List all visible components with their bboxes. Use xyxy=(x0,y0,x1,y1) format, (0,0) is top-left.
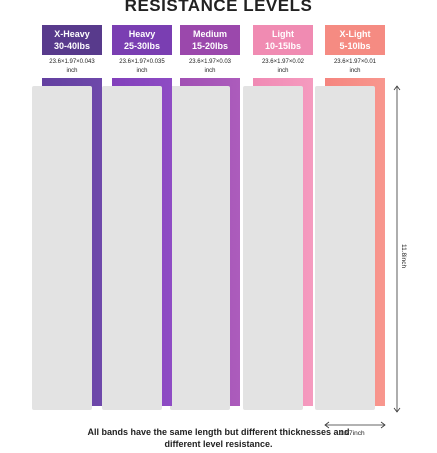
footer-line: different level resistance. xyxy=(164,439,273,449)
header-range: 5-10lbs xyxy=(339,41,371,51)
band-size: 23.6×1.97×0.043 inch xyxy=(37,58,107,76)
header-name: Medium xyxy=(192,29,227,39)
band-shadow xyxy=(315,86,375,410)
height-label: 11.8inch xyxy=(400,244,407,269)
band-shadow xyxy=(243,86,303,410)
band-size: 23.6×1.97×0.02 inch xyxy=(248,58,318,76)
header-range: 15-20lbs xyxy=(191,41,229,51)
header-name: Heavy xyxy=(128,29,156,39)
size-size: 23.6×1.97×0.035 xyxy=(119,59,165,65)
header-range: 10-15lbs xyxy=(264,41,302,51)
size-size: 23.6×1.97×0.01 xyxy=(333,59,377,65)
band-size: 23.6×1.97×0.01 inch xyxy=(320,58,390,76)
header-name: X-Light xyxy=(339,29,371,39)
size-size: 23.6×1.97×0.03 xyxy=(188,59,232,65)
band-shadow xyxy=(170,86,230,410)
footer-line: All bands have the same length but diffe… xyxy=(87,427,350,437)
size-unit: inch xyxy=(66,68,78,74)
size-unit: inch xyxy=(136,68,148,74)
header-range: 25-30lbs xyxy=(123,41,161,51)
band-shadow xyxy=(102,86,162,410)
band-header: X-Heavy 30-40lbs xyxy=(42,25,102,55)
header-name: Light xyxy=(272,29,294,39)
header-range: 30-40lbs xyxy=(53,41,91,51)
band-size: 23.6×1.97×0.035 inch xyxy=(107,58,177,76)
width-label: 1.97inch xyxy=(340,430,365,437)
band-header: Light 10-15lbs xyxy=(253,25,313,55)
band-header: X-Light 5-10lbs xyxy=(325,25,385,55)
size-size: 23.6×1.97×0.02 xyxy=(261,59,305,65)
band-size: 23.6×1.97×0.03 inch xyxy=(175,58,245,76)
size-unit: inch xyxy=(204,68,216,74)
header-name: X-Heavy xyxy=(54,29,90,39)
size-size: 23.6×1.97×0.043 xyxy=(49,59,95,65)
size-unit: inch xyxy=(277,68,289,74)
band-header: Heavy 25-30lbs xyxy=(112,25,172,55)
band-shadow xyxy=(32,86,92,410)
title: RESISTANCE LEVELS xyxy=(124,0,313,15)
band-header: Medium 15-20lbs xyxy=(180,25,240,55)
size-unit: inch xyxy=(349,68,361,74)
